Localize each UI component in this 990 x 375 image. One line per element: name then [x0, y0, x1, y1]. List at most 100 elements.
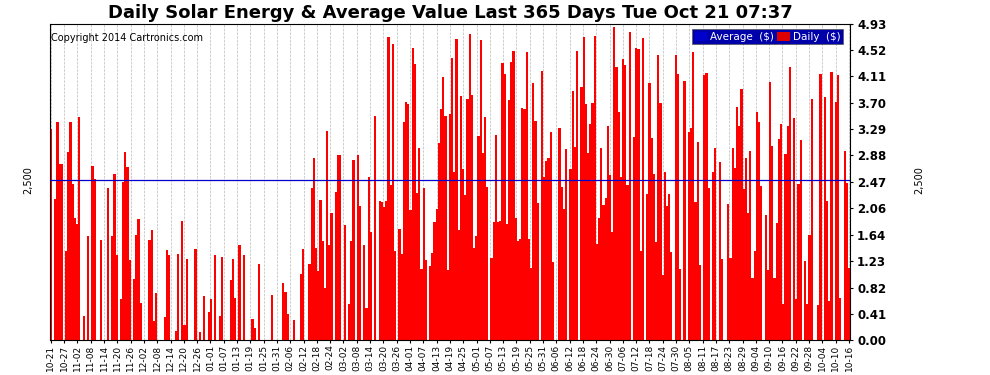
Bar: [804, 261, 806, 340]
Bar: [234, 298, 237, 340]
Bar: [363, 245, 365, 340]
Bar: [560, 187, 563, 340]
Bar: [625, 65, 627, 341]
Bar: [302, 249, 304, 340]
Bar: [741, 88, 742, 340]
Bar: [775, 223, 778, 340]
Bar: [744, 158, 747, 340]
Bar: [789, 67, 791, 340]
Bar: [517, 241, 519, 340]
Bar: [708, 188, 710, 340]
Bar: [782, 304, 784, 340]
Bar: [620, 177, 622, 340]
Bar: [446, 270, 448, 340]
Bar: [221, 257, 223, 340]
Bar: [737, 107, 739, 340]
Bar: [571, 92, 574, 340]
Bar: [598, 218, 600, 340]
Bar: [721, 259, 723, 340]
Bar: [107, 188, 109, 340]
Bar: [199, 332, 201, 340]
Bar: [652, 174, 655, 340]
Bar: [326, 132, 329, 340]
Bar: [549, 132, 551, 340]
Bar: [203, 296, 205, 340]
Bar: [475, 236, 477, 340]
Bar: [317, 270, 320, 340]
Bar: [666, 206, 668, 340]
Bar: [793, 118, 795, 340]
Bar: [706, 74, 708, 340]
Bar: [734, 168, 737, 340]
Bar: [820, 74, 822, 341]
Bar: [837, 75, 840, 340]
Bar: [177, 254, 179, 340]
Bar: [499, 222, 502, 340]
Bar: [120, 299, 122, 340]
Bar: [633, 136, 636, 340]
Bar: [116, 255, 118, 340]
Bar: [747, 213, 749, 340]
Bar: [565, 149, 567, 340]
Bar: [138, 219, 140, 340]
Bar: [670, 252, 672, 340]
Bar: [409, 210, 412, 340]
Bar: [425, 260, 427, 340]
Bar: [67, 152, 69, 340]
Bar: [712, 172, 714, 340]
Bar: [677, 74, 679, 340]
Bar: [479, 40, 482, 340]
Bar: [111, 236, 113, 340]
Bar: [587, 153, 589, 340]
Bar: [150, 230, 152, 340]
Bar: [87, 236, 89, 340]
Bar: [56, 122, 58, 340]
Bar: [387, 37, 390, 340]
Bar: [585, 104, 587, 340]
Bar: [732, 148, 734, 340]
Bar: [688, 132, 690, 340]
Bar: [394, 251, 396, 340]
Bar: [558, 128, 560, 340]
Bar: [683, 81, 686, 340]
Bar: [755, 112, 758, 340]
Bar: [519, 238, 521, 340]
Bar: [239, 245, 241, 340]
Bar: [367, 177, 370, 340]
Bar: [576, 51, 578, 340]
Bar: [440, 109, 443, 340]
Bar: [65, 251, 67, 340]
Bar: [453, 172, 455, 340]
Bar: [451, 58, 453, 340]
Bar: [258, 264, 260, 340]
Bar: [125, 152, 127, 340]
Bar: [82, 316, 85, 340]
Bar: [811, 99, 813, 340]
Bar: [378, 201, 381, 340]
Bar: [806, 304, 809, 340]
Bar: [650, 138, 652, 340]
Bar: [412, 48, 414, 340]
Bar: [271, 295, 273, 340]
Bar: [622, 59, 625, 340]
Bar: [464, 195, 466, 340]
Bar: [337, 154, 340, 340]
Bar: [817, 305, 820, 340]
Bar: [730, 258, 732, 340]
Bar: [309, 264, 311, 340]
Bar: [140, 303, 142, 340]
Bar: [493, 222, 495, 340]
Bar: [423, 189, 425, 340]
Bar: [629, 32, 631, 340]
Bar: [74, 218, 76, 340]
Bar: [826, 201, 829, 340]
Bar: [659, 103, 661, 340]
Bar: [524, 109, 526, 340]
Bar: [646, 194, 648, 340]
Bar: [484, 117, 486, 340]
Bar: [253, 328, 255, 340]
Bar: [600, 148, 602, 340]
Bar: [230, 280, 232, 340]
Bar: [443, 77, 445, 340]
Bar: [786, 126, 789, 340]
